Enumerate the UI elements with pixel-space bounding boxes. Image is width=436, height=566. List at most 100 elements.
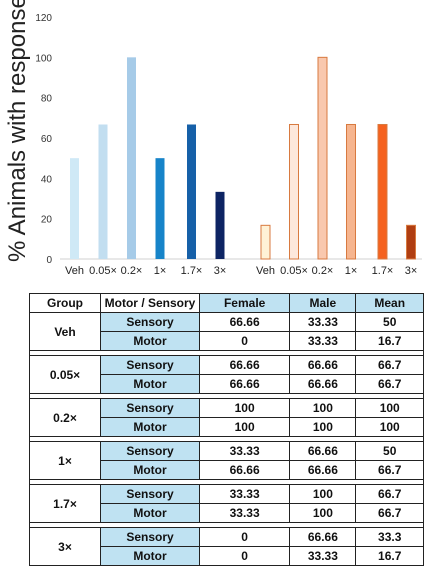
- value-cell: 33.33: [289, 546, 357, 566]
- value-cell: 66.7: [355, 460, 424, 480]
- table-row: 1× Sensory 33.33 66.66 50: [29, 441, 424, 480]
- x-tick-label: 0.2×: [121, 265, 143, 277]
- spacer-cell: [29, 479, 424, 485]
- value-cell: 0: [198, 331, 291, 351]
- value-cell: 100: [355, 398, 424, 418]
- group-spacer: [29, 522, 424, 528]
- value-cell: 66.66: [289, 460, 357, 480]
- value-cell: 66.66: [198, 460, 291, 480]
- y-tick-label: 80: [41, 94, 53, 105]
- bar-orange-1: [289, 123, 299, 260]
- value-cell: 0: [198, 546, 291, 566]
- measure-cell: Motor: [100, 546, 200, 566]
- value-cell: 66.7: [355, 355, 424, 375]
- group-spacer: [29, 350, 424, 356]
- value-cell: 33.33: [289, 312, 357, 332]
- value-cell: 66.7: [355, 484, 424, 504]
- bar-chart: 0 20 40 60 80 100 120 Veh 0.05× 0.2× 1× 1.7× 3× Veh 0.…: [35, 13, 422, 277]
- bar-blue-5: [215, 191, 225, 259]
- x-tick-label: 1.7×: [372, 265, 394, 277]
- value-cell: 0: [198, 527, 291, 547]
- group-cell: 1.7×: [29, 484, 101, 523]
- value-cell: 50: [355, 312, 424, 332]
- header-female: Female: [198, 293, 291, 313]
- measure-cell: Motor: [100, 503, 200, 523]
- measure-cell: Motor: [100, 417, 200, 437]
- spacer-cell: [29, 436, 424, 442]
- table-row: 3× Sensory 0 66.66 33.3: [29, 527, 424, 566]
- header-group: Group: [29, 293, 101, 313]
- value-cell: 66.66: [289, 441, 357, 461]
- measure-cell: Sensory: [100, 527, 200, 547]
- x-tick-label: Veh: [256, 265, 275, 277]
- bar-orange-0: [260, 224, 271, 260]
- group-cell: 0.05×: [29, 355, 101, 394]
- group-cell: 0.2×: [29, 398, 101, 437]
- measure-cell: Sensory: [100, 398, 200, 418]
- x-tick-label: 1×: [345, 265, 358, 277]
- table-row: Motor 66.66 66.66 66.7: [30, 374, 424, 394]
- header-mean: Mean: [355, 293, 424, 313]
- value-cell: 66.66: [289, 527, 357, 547]
- y-tick-label: 120: [35, 13, 52, 24]
- value-cell: 33.33: [198, 503, 291, 523]
- value-cell: 100: [289, 417, 357, 437]
- table-row: Motor 33.33 100 66.7: [30, 503, 424, 523]
- group-cell: 3×: [29, 527, 101, 566]
- value-cell: 16.7: [355, 546, 424, 566]
- table-row: Motor 0 33.33 16.7: [30, 331, 424, 351]
- group-spacer: [29, 436, 424, 442]
- table-row: Veh Sensory 66.66 33.33 50: [29, 312, 424, 351]
- bar-blue-2: [127, 57, 136, 260]
- value-cell: 33.33: [289, 331, 357, 351]
- value-cell: 66.7: [355, 374, 424, 394]
- value-cell: 66.66: [198, 355, 291, 375]
- spacer-cell: [29, 393, 424, 399]
- x-tick-label: 1.7×: [181, 265, 203, 277]
- value-cell: 33.33: [198, 484, 291, 504]
- bar-orange-4: [377, 123, 388, 260]
- value-cell: 66.7: [355, 503, 424, 523]
- value-cell: 50: [355, 441, 424, 461]
- value-cell: 100: [198, 398, 291, 418]
- bar-orange-3: [346, 123, 356, 260]
- x-tick-label: Veh: [65, 265, 84, 277]
- value-cell: 100: [355, 417, 424, 437]
- group-spacer: [29, 479, 424, 485]
- bar-orange-2: [317, 56, 328, 260]
- value-cell: 66.66: [198, 374, 291, 394]
- group-spacer: [29, 393, 424, 399]
- group-cell: Veh: [29, 312, 101, 351]
- measure-cell: Sensory: [100, 312, 200, 332]
- bar-blue-0: [70, 158, 79, 259]
- value-cell: 100: [289, 503, 357, 523]
- measure-cell: Motor: [100, 374, 200, 394]
- spacer-cell: [29, 522, 424, 528]
- y-tick-label: 40: [41, 174, 53, 185]
- y-axis-label: % Animals with response: [4, 0, 31, 262]
- x-tick-label: 0.05×: [89, 265, 117, 277]
- table-header-row: Group Motor / Sensory Female Male Mean: [29, 293, 424, 313]
- table-row: Motor 100 100 100: [30, 417, 424, 437]
- y-tick-label: 60: [41, 134, 53, 145]
- value-cell: 33.33: [198, 441, 291, 461]
- y-tick-label: 100: [35, 53, 52, 64]
- value-cell: 100: [198, 417, 291, 437]
- x-tick-label: 0.05×: [280, 265, 308, 277]
- measure-cell: Sensory: [100, 441, 200, 461]
- value-cell: 16.7: [355, 331, 424, 351]
- value-cell: 100: [289, 484, 357, 504]
- table-row: 0.05× Sensory 66.66 66.66 66.7: [29, 355, 424, 394]
- bar-blue-3: [155, 158, 165, 259]
- bar-blue-4: [187, 124, 196, 259]
- value-cell: 66.66: [198, 312, 291, 332]
- header-male: Male: [289, 293, 357, 313]
- value-cell: 100: [289, 398, 357, 418]
- y-tick-label: 20: [41, 215, 53, 226]
- x-tick-label: 0.2×: [312, 265, 334, 277]
- measure-cell: Sensory: [100, 484, 200, 504]
- y-tick-label: 0: [46, 255, 52, 266]
- group-cell: 1×: [29, 441, 101, 480]
- x-tick-label: 3×: [214, 265, 227, 277]
- bar-orange-5: [406, 224, 416, 260]
